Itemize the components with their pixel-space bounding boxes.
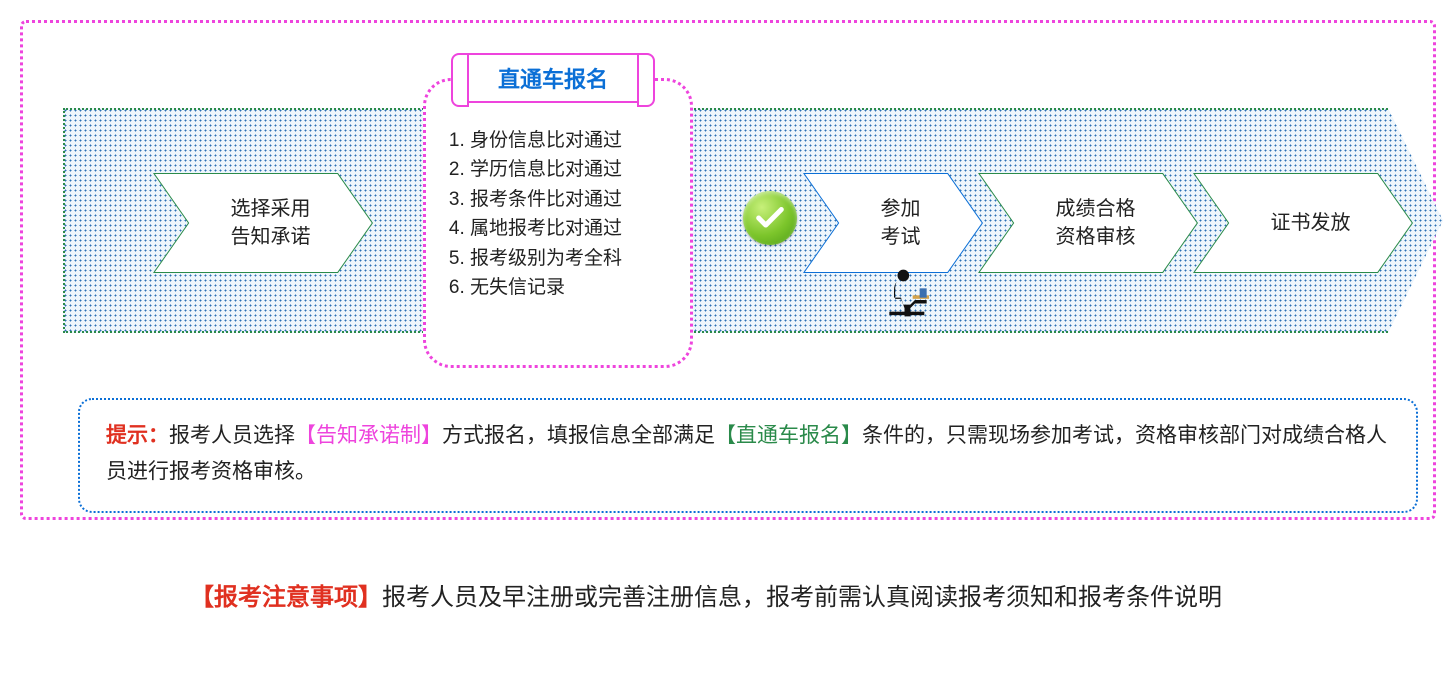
bottom-note: 【报考注意事项】报考人员及早注册或完善注册信息，报考前需认真阅读报考须知和报考条… [110, 578, 1340, 619]
step-3-label: 参加 考试 [851, 195, 936, 251]
bottom-text: 报考人员及早注册或完善注册信息，报考前需认真阅读报考须知和报考条件说明 [382, 584, 1222, 611]
tip-highlight-2: 【直通车报名】 [715, 424, 862, 447]
callout-title: 直通车报名 [463, 53, 643, 103]
tip-highlight-1: 【告知承诺制】 [295, 424, 442, 447]
bottom-highlight: 【报考注意事项】 [190, 584, 382, 611]
callout-box: 身份信息比对通过 学历信息比对通过 报考条件比对通过 属地报考比对通过 报考级别… [423, 78, 693, 368]
person-at-desk-icon [878, 263, 938, 323]
step-1-label: 选择采用 告知承诺 [201, 195, 326, 251]
tip-label: 提示： [106, 424, 169, 447]
callout-title-text: 直通车报名 [498, 62, 608, 94]
callout-item: 学历信息比对通过 [470, 155, 668, 184]
tip-text-2: 方式报名，填报信息全部满足 [442, 424, 715, 447]
tip-box: 提示：报考人员选择【告知承诺制】方式报名，填报信息全部满足【直通车报名】条件的，… [78, 398, 1418, 513]
outer-dotted-box: 选择采用 告知承诺 身份信息比对通过 学历信息比对通过 报考条件比对通过 属地报… [20, 20, 1436, 520]
step-4-label: 成绩合格 资格审核 [1026, 195, 1151, 251]
callout-list: 身份信息比对通过 学历信息比对通过 报考条件比对通过 属地报考比对通过 报考级别… [470, 126, 668, 303]
callout-item: 身份信息比对通过 [470, 126, 668, 155]
callout-item: 报考条件比对通过 [470, 185, 668, 214]
callout-item: 报考级别为考全科 [470, 244, 668, 273]
step-5-label: 证书发放 [1241, 209, 1366, 237]
check-icon [743, 191, 797, 245]
tip-text-1: 报考人员选择 [169, 424, 295, 447]
callout-item: 无失信记录 [470, 273, 668, 302]
callout-item: 属地报考比对通过 [470, 214, 668, 243]
